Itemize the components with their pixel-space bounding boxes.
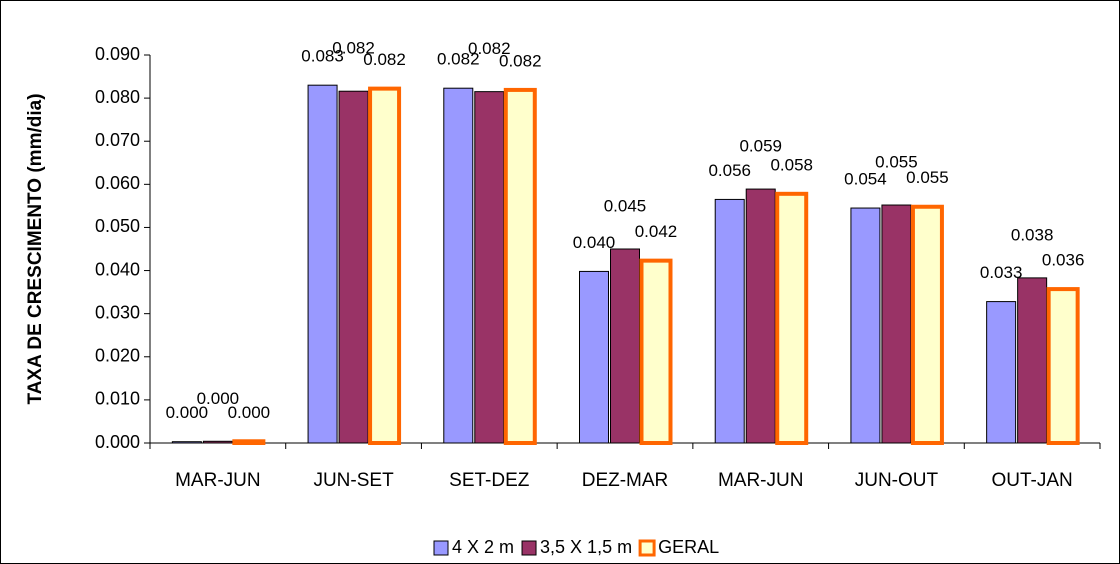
value-label: 0.082 <box>499 51 542 70</box>
value-label: 0.036 <box>1042 251 1085 270</box>
bar <box>639 258 673 446</box>
value-label: 0.038 <box>1011 225 1054 244</box>
value-label: 0.040 <box>573 233 616 252</box>
legend-label: 3,5 X 1,5 m <box>540 537 632 557</box>
value-label: 0.055 <box>875 153 918 172</box>
y-tick-label: 0.060 <box>95 173 140 193</box>
value-label: 0.042 <box>635 222 678 241</box>
value-label: 0.082 <box>468 39 511 58</box>
bar <box>171 441 202 444</box>
y-axis-title: TAXA DE CRESCIMENTO (mm/dia) <box>25 93 46 404</box>
bar <box>775 191 809 445</box>
legend-label: GERAL <box>658 537 719 557</box>
y-tick-label: 0.080 <box>95 87 140 107</box>
value-label: 0.059 <box>739 137 782 156</box>
bar <box>443 87 474 444</box>
y-tick-label: 0.090 <box>95 44 140 64</box>
bar <box>232 439 266 445</box>
value-label: 0.083 <box>301 47 344 66</box>
value-label: 0.056 <box>708 161 751 180</box>
legend-swatch <box>638 539 656 557</box>
x-tick-label: OUT-JAN <box>992 470 1073 491</box>
x-tick-label: MAR-JUN <box>718 470 804 491</box>
bar <box>745 188 776 444</box>
y-tick-label: 0.050 <box>95 216 140 236</box>
y-tick-label: 0.020 <box>95 346 140 366</box>
bar <box>474 91 505 444</box>
y-tick-label: 0.000 <box>95 432 140 452</box>
value-label: 0.000 <box>228 403 271 422</box>
value-label: 0.082 <box>437 50 480 69</box>
bar <box>579 270 609 444</box>
value-label: 0.045 <box>604 196 647 215</box>
bar <box>307 84 338 444</box>
bar <box>881 204 912 444</box>
bar <box>1017 277 1048 444</box>
bar <box>610 248 640 444</box>
bar <box>1046 287 1080 445</box>
legend-swatch <box>521 540 537 556</box>
x-tick-label: JUN-OUT <box>855 470 939 491</box>
x-tick-label: MAR-JUN <box>175 470 261 491</box>
value-label: 0.000 <box>197 389 240 408</box>
value-label: 0.082 <box>332 39 375 58</box>
bar <box>910 204 944 445</box>
value-label: 0.082 <box>363 50 406 69</box>
bar <box>368 86 402 445</box>
value-label: 0.054 <box>844 170 887 189</box>
x-tick-label: SET-DEZ <box>449 470 530 491</box>
bar <box>338 90 369 444</box>
bar <box>202 440 233 444</box>
x-tick-label: JUN-SET <box>313 470 394 491</box>
y-tick-label: 0.040 <box>95 259 140 279</box>
y-tick-label: 0.070 <box>95 130 140 150</box>
value-label: 0.055 <box>906 168 949 187</box>
value-label: 0.033 <box>980 263 1023 282</box>
bar <box>714 198 745 444</box>
legend-swatch <box>433 540 449 556</box>
value-label: 0.058 <box>770 155 813 174</box>
bar <box>850 207 881 444</box>
x-tick-label: DEZ-MAR <box>582 470 669 491</box>
y-tick-label: 0.030 <box>95 302 140 322</box>
bar <box>503 87 537 445</box>
bar <box>986 301 1017 444</box>
legend-label: 4 X 2 m <box>452 537 514 557</box>
y-tick-label: 0.010 <box>95 389 140 409</box>
value-label: 0.000 <box>166 403 209 422</box>
